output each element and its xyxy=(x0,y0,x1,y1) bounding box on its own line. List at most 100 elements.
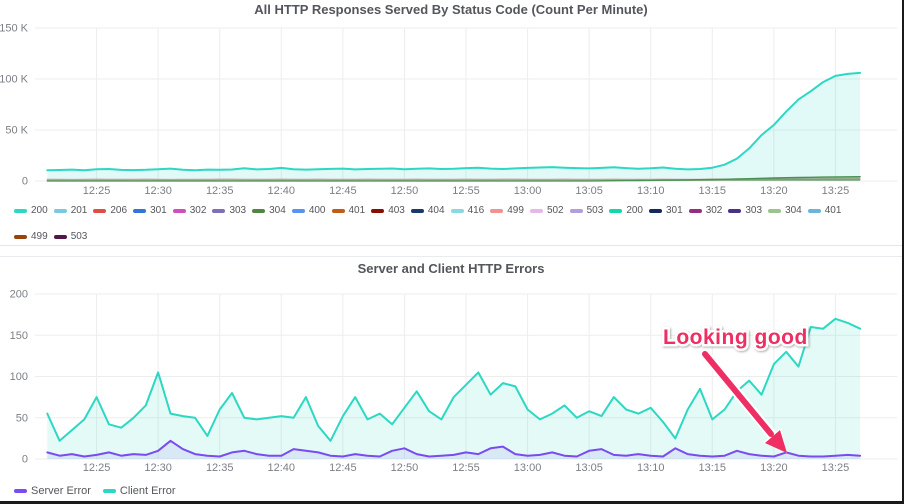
chart-http-errors[interactable]: 12:25 12:30 12:35 12:40 12:45 12:50 12:55 13:00… xyxy=(0,277,902,480)
legend-item-200[interactable]: 200 xyxy=(609,204,643,218)
legend-label: 301 xyxy=(150,205,167,216)
annotation-arrowhead xyxy=(765,430,787,453)
legend-swatch xyxy=(450,209,464,213)
annotation-looking-good: Looking good xyxy=(661,324,810,453)
x-axis-tick-label: 12:35 xyxy=(206,462,234,474)
x-axis-tick-label: 13:15 xyxy=(699,462,727,474)
annotation-text: Looking good xyxy=(663,326,808,349)
panel-http-errors: Server and Client HTTP Errors 12:25 12:30… xyxy=(0,256,902,500)
y-axis-tick-label: 150 K xyxy=(0,23,29,35)
legend-label: 200 xyxy=(31,205,48,216)
y-axis-tick-label: 150 xyxy=(10,330,28,342)
x-axis-tick-label: 13:10 xyxy=(637,462,665,474)
legend-item-303[interactable]: 303 xyxy=(728,204,762,218)
legend-item-401[interactable]: 401 xyxy=(331,204,365,218)
legend-label: 404 xyxy=(427,205,445,216)
legend-label: Server Error xyxy=(31,485,91,497)
legend-item-206[interactable]: 206 xyxy=(93,204,127,218)
legend-item-503[interactable]: 503 xyxy=(53,230,88,244)
legend-swatch xyxy=(212,209,226,213)
legend-item-201[interactable]: 201 xyxy=(53,204,87,218)
legend-swatch xyxy=(768,209,782,213)
x-axis-tick-label: 12:55 xyxy=(452,462,480,474)
legend-swatch xyxy=(53,209,67,213)
chart-canvas-http-errors[interactable]: 12:25 12:30 12:35 12:40 12:45 12:50 12:55 13:00… xyxy=(0,277,904,475)
legend-item-499[interactable]: 499 xyxy=(490,204,524,218)
x-axis-tick-label: 13:20 xyxy=(760,185,788,196)
legend-label: 502 xyxy=(546,205,564,216)
legend-label: 403 xyxy=(388,205,405,216)
legend-swatch xyxy=(807,209,821,213)
legend-swatch xyxy=(410,209,424,213)
x-axis-tick-label: 12:55 xyxy=(452,185,480,196)
panel-http-responses: All HTTP Responses Served By Status Code… xyxy=(0,0,902,246)
y-axis-tick-label: 0 xyxy=(22,454,28,466)
legend-item-server-error[interactable]: Server Error xyxy=(14,484,91,498)
legend-item-416[interactable]: 416 xyxy=(450,204,485,218)
legend-label: 302 xyxy=(189,205,207,216)
legend-item-499[interactable]: 499 xyxy=(14,230,48,244)
legend-swatch xyxy=(172,209,186,213)
x-axis-tick-label: 12:35 xyxy=(206,185,234,196)
y-axis-tick-label: 50 K xyxy=(5,125,28,137)
legend-item-502[interactable]: 502 xyxy=(529,204,564,218)
legend-swatch xyxy=(529,209,543,213)
legend-item-400[interactable]: 400 xyxy=(291,204,326,218)
legend-item-304[interactable]: 304 xyxy=(252,204,286,218)
y-axis-tick-label: 200 xyxy=(10,289,28,301)
chart-canvas-http-responses[interactable]: 12:25 12:30 12:35 12:40 12:45 12:50 12:55 13:00… xyxy=(0,18,904,197)
legend-swatch xyxy=(649,209,662,213)
legend-label: Client Error xyxy=(119,485,176,497)
chart-http-responses[interactable]: 12:25 12:30 12:35 12:40 12:45 12:50 12:55 13:00… xyxy=(0,18,902,201)
legend-label: 503 xyxy=(70,231,88,242)
annotation-arrow xyxy=(702,351,774,437)
panel-title-http-errors: Server and Client HTTP Errors xyxy=(357,261,545,276)
legend-item-304[interactable]: 304 xyxy=(768,204,802,218)
legend-swatch xyxy=(133,209,147,213)
legend-label: 304 xyxy=(785,205,802,216)
legend-swatch xyxy=(252,209,266,213)
x-axis-tick-label: 12:50 xyxy=(391,462,419,474)
legend-label: 200 xyxy=(626,205,643,216)
x-axis-tick-label: 12:45 xyxy=(329,185,357,196)
legend-swatch xyxy=(53,235,67,239)
legend-item-303[interactable]: 303 xyxy=(212,204,246,218)
series-area-200 xyxy=(47,72,861,181)
series-area-client-error xyxy=(47,318,861,459)
x-axis-tick-label: 12:50 xyxy=(391,185,419,196)
x-axis-tick-label: 13:15 xyxy=(699,185,727,196)
legend-item-client-error[interactable]: Client Error xyxy=(102,484,176,498)
legend-item-200[interactable]: 200 xyxy=(14,204,48,218)
legend-item-503[interactable]: 503 xyxy=(569,204,603,218)
legend-http-errors: Server Error Client Error xyxy=(0,484,902,498)
y-axis-tick-label: 0 xyxy=(22,176,28,188)
x-axis-tick-label: 12:25 xyxy=(83,185,111,196)
panel-title-http-responses: All HTTP Responses Served By Status Code… xyxy=(254,2,648,17)
legend-item-302[interactable]: 302 xyxy=(172,204,207,218)
x-axis-tick-label: 12:40 xyxy=(268,185,296,196)
legend-swatch xyxy=(371,209,385,213)
legend-label: 416 xyxy=(467,205,485,216)
legend-label: 499 xyxy=(31,231,48,242)
x-axis-tick-label: 13:25 xyxy=(822,462,850,474)
legend-http-responses: 200 201 206 301 302 303 304 400 401 403 404 416 499 5… xyxy=(0,204,902,244)
x-axis-tick-label: 12:45 xyxy=(329,462,357,474)
legend-item-301[interactable]: 301 xyxy=(649,204,683,218)
legend-item-403[interactable]: 403 xyxy=(371,204,405,218)
legend-item-404[interactable]: 404 xyxy=(410,204,445,218)
legend-swatch xyxy=(291,209,305,213)
legend-item-401[interactable]: 401 xyxy=(807,204,841,218)
legend-item-302[interactable]: 302 xyxy=(688,204,723,218)
legend-label: 400 xyxy=(308,205,326,216)
legend-label: 302 xyxy=(705,205,723,216)
legend-swatch xyxy=(14,489,27,493)
x-axis-tick-label: 13:00 xyxy=(514,185,542,196)
x-axis-tick-label: 13:25 xyxy=(822,185,850,196)
legend-label: 206 xyxy=(110,205,128,216)
legend-swatch xyxy=(609,209,623,213)
legend-swatch xyxy=(102,489,116,493)
legend-swatch xyxy=(331,209,345,213)
series-line-server-error xyxy=(46,439,862,458)
legend-item-301[interactable]: 301 xyxy=(133,204,167,218)
